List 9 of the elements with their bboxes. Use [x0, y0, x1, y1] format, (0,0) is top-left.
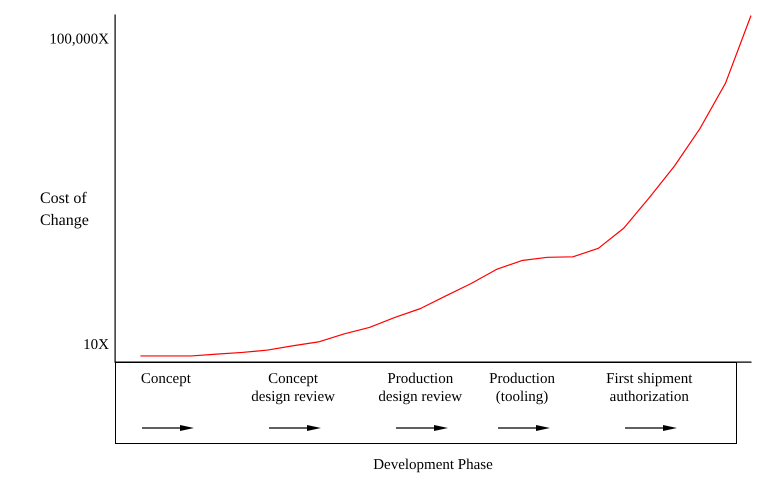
x-tick-label: Concept design review	[251, 370, 336, 405]
y-tick-label: 10X	[83, 336, 110, 353]
x-tick-label: Production design review	[378, 370, 462, 405]
x-tick-label: Concept	[140, 370, 192, 387]
y-axis-title: Cost of Change	[40, 190, 89, 230]
x-tick-label: Production (tooling)	[489, 370, 556, 405]
x-tick-label: First shipment authorization	[606, 370, 694, 405]
y-tick-label: 100,000X	[49, 32, 110, 48]
x-axis-title: Development Phase	[373, 456, 494, 473]
